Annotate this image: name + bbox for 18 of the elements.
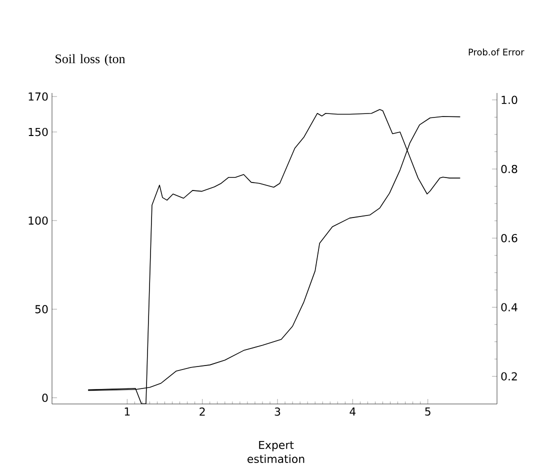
y2-tick-label: 1.0 xyxy=(502,96,518,104)
y-tick-label: 50 xyxy=(35,305,48,314)
y-tick-label: 0 xyxy=(42,394,48,402)
y-axis-title: Soil loss (ton xyxy=(56,54,126,66)
y2-tick-label: 0.8 xyxy=(501,164,518,174)
y2-tick-label: 0.2 xyxy=(501,372,517,380)
x-tick-label: 2 xyxy=(200,408,205,416)
y2-axis-title: Prob.of Error xyxy=(468,48,524,56)
y2-tick-label: 0.6 xyxy=(501,234,518,242)
x-tick-label: 1 xyxy=(124,408,130,416)
x-tick-label: 5 xyxy=(425,408,430,416)
x-tick-label: 3 xyxy=(274,408,280,416)
y2-tick-label: 0.4 xyxy=(501,303,518,312)
y-tick-label: 170 xyxy=(28,92,48,101)
x-tick-label: 4 xyxy=(350,408,356,416)
y-tick-label: 100 xyxy=(28,216,48,225)
y-tick-label: 150 xyxy=(28,128,48,136)
x-axis-title: Expert estimation xyxy=(248,440,304,464)
